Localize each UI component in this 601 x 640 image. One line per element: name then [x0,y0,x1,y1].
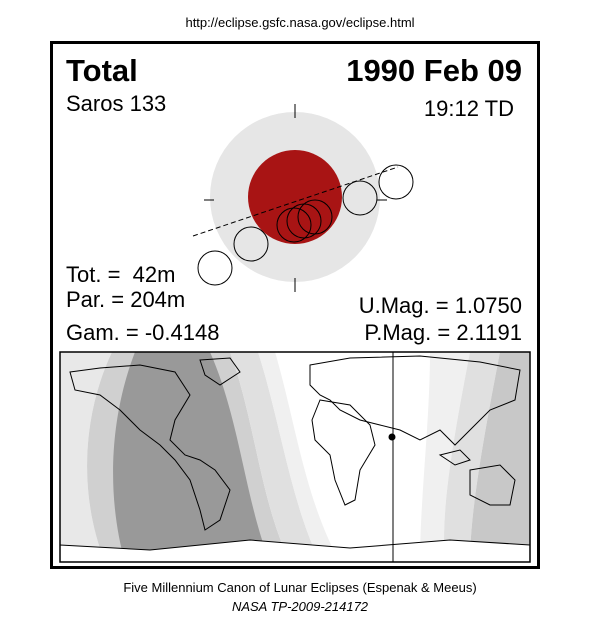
gamma: Gam. = -0.4148 [66,320,219,345]
source-url: http://eclipse.gsfc.nasa.gov/eclipse.htm… [185,15,414,30]
moon-path [192,166,399,237]
footer-canon: Five Millennium Canon of Lunar Eclipses … [123,580,476,595]
axis-ticks [204,104,387,292]
time: 19:12 TD [424,96,514,121]
moon-positions [197,164,414,286]
saros: Saros 133 [66,91,166,116]
umbral-magnitude: U.Mag. = 1.0750 [359,293,522,318]
umbra [248,150,342,244]
eclipse-type: Total [66,53,138,88]
eclipse-date: 1990 Feb 09 [346,53,522,88]
penumbral-magnitude: P.Mag. = 2.1191 [364,320,522,345]
world-map [59,351,531,563]
total-duration: Tot. = 42m [66,262,175,287]
footer-publication: NASA TP-2009-214172 [232,599,369,614]
partial-duration: Par. = 204m [66,287,185,312]
